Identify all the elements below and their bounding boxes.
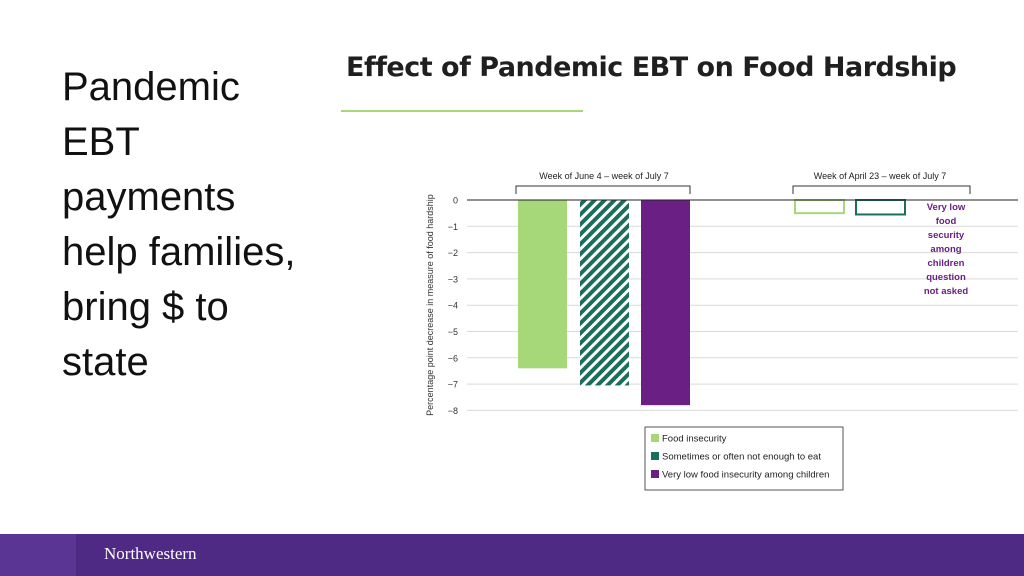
legend-label: Food insecurity (662, 434, 727, 445)
bar-not-enough-to-eat (855, 199, 906, 216)
bar-chart: 0 −1 −2 −3 −4 −5 −6 −7 −8 Percentage point decrea… (425, 171, 1018, 491)
group-label: Week of April 23 – week of July 7 (814, 171, 946, 181)
title-line: help families, (62, 230, 296, 274)
bar-very-low-food-insecurity (641, 200, 690, 406)
bar-food-insecurity (518, 200, 567, 369)
y-tick-label: −7 (448, 380, 458, 390)
legend-swatch (651, 434, 659, 442)
annotation-line: food (936, 216, 957, 227)
y-tick-label: −1 (448, 222, 458, 232)
footer-bar: Northwestern (0, 534, 1024, 576)
annotation-line: Very low (927, 202, 966, 213)
y-tick-label: −8 (448, 406, 458, 416)
legend-swatch (651, 452, 659, 460)
group-bracket (792, 185, 971, 194)
annotation-line: not asked (924, 286, 969, 297)
heading-underline (341, 110, 583, 112)
title-line: EBT (62, 120, 140, 164)
legend-swatch (651, 470, 659, 478)
y-tick-label: −6 (448, 353, 458, 363)
slide-title: Pandemic EBT payments help families, bri… (62, 60, 342, 390)
footer-accent-block (0, 534, 76, 576)
annotation-line: security (928, 230, 965, 241)
title-line: payments (62, 175, 236, 219)
bar-food-insecurity (794, 199, 845, 215)
title-line: bring $ to (62, 285, 229, 329)
northwestern-logo: Northwestern (104, 544, 197, 563)
y-tick-label: −3 (448, 274, 458, 284)
group-label: Week of June 4 – week of July 7 (539, 171, 668, 181)
y-tick-label: 0 (453, 196, 458, 206)
y-tick-label: −5 (448, 327, 458, 337)
group-bracket (515, 185, 691, 194)
legend-label: Very low food insecurity among children (662, 470, 829, 481)
y-tick-label: −4 (448, 301, 458, 311)
chart-title: Effect of Pandemic EBT on Food Hardship (346, 52, 957, 83)
annotation-line: question (926, 272, 966, 283)
y-axis-label: Percentage point decrease in measure of … (425, 194, 435, 416)
bar-not-enough-to-eat (580, 200, 629, 386)
annotation-line: children (928, 258, 965, 269)
legend-label: Sometimes or often not enough to eat (662, 452, 821, 463)
annotation-line: among (930, 244, 961, 255)
title-line: state (62, 340, 149, 384)
legend-box (644, 426, 844, 491)
y-tick-label: −2 (448, 248, 458, 258)
title-line: Pandemic (62, 65, 240, 109)
